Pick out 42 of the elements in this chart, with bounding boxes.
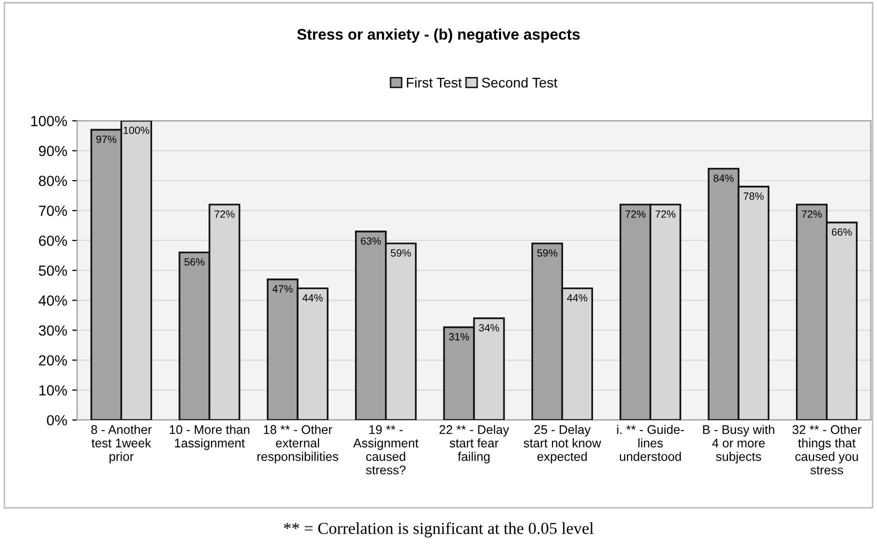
- x-tick-label: 18 ** - Other external responsibilities: [257, 424, 338, 464]
- x-tick-label: i. ** - Guide- lines understood: [617, 424, 684, 461]
- y-tick-label: 80%: [38, 176, 67, 186]
- x-tick-label: 25 - Delay start not know expected: [524, 424, 602, 464]
- data-label: 47%: [272, 285, 293, 293]
- x-tick-label: 19 ** - Assignment caused stress?: [353, 425, 418, 474]
- data-label: 72%: [214, 210, 235, 218]
- x-tick-label: 10 - More than 1assignment: [170, 424, 250, 450]
- data-label: 72%: [655, 210, 676, 218]
- data-label: 44%: [302, 294, 323, 302]
- x-tick-label: 32 ** - Other things that caused you stress: [792, 424, 862, 474]
- data-label: 44%: [567, 294, 588, 302]
- data-label: 78%: [744, 192, 764, 200]
- y-tick-label: 70%: [39, 206, 67, 216]
- y-tick-label: 90%: [38, 146, 67, 156]
- data-label: 56%: [184, 258, 205, 266]
- data-label: 84%: [714, 174, 734, 182]
- x-tick-label: B - Busy with 4 or more subjects: [703, 424, 774, 464]
- text: ** = Correlation is significant at the 0.05 level: [284, 522, 594, 538]
- y-tick-label: 50%: [38, 265, 67, 276]
- y-tick-label: 20%: [39, 355, 67, 366]
- data-label: 100%: [124, 126, 150, 134]
- x-tick-label: 8 - Another test 1week prior: [91, 424, 152, 464]
- data-label: 66%: [832, 228, 852, 236]
- legend-label: Second Test: [482, 77, 558, 88]
- y-tick-label: 60%: [39, 236, 67, 246]
- y-tick-label: 40%: [38, 295, 67, 306]
- chart-title: Stress or anxiety - (b) negative aspects: [297, 28, 580, 43]
- x-tick-label: 22 ** - Delay start fear failing: [440, 424, 510, 464]
- y-tick-label: 0%: [46, 415, 67, 426]
- data-label: 59%: [537, 249, 558, 257]
- data-label: 63%: [360, 237, 381, 245]
- data-label: 31%: [449, 333, 470, 340]
- data-label: 72%: [626, 210, 646, 218]
- data-label: 59%: [390, 249, 411, 257]
- data-label: 72%: [802, 210, 822, 218]
- y-tick-label: 10%: [39, 385, 67, 396]
- y-tick-label: 30%: [38, 325, 67, 336]
- data-label: 97%: [96, 136, 116, 143]
- legend-label: First Test: [406, 77, 462, 88]
- y-tick-label: 100%: [31, 116, 67, 126]
- data-label: 34%: [478, 324, 500, 332]
